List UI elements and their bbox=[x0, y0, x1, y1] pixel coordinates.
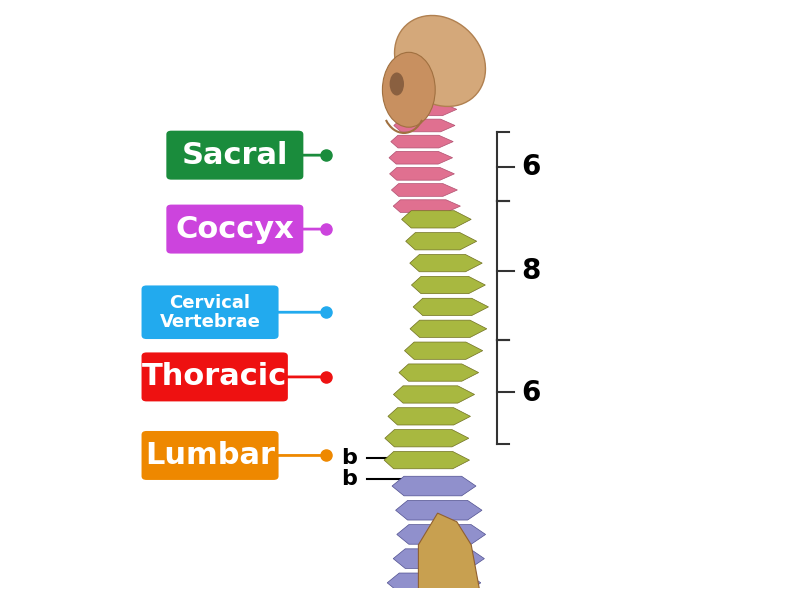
Polygon shape bbox=[402, 211, 471, 228]
Polygon shape bbox=[399, 364, 478, 381]
Polygon shape bbox=[394, 386, 474, 403]
Polygon shape bbox=[397, 524, 486, 544]
Polygon shape bbox=[391, 184, 458, 196]
Polygon shape bbox=[389, 151, 453, 164]
Text: Cervical
Vertebrae: Cervical Vertebrae bbox=[160, 293, 261, 331]
Text: 6: 6 bbox=[522, 153, 541, 181]
Ellipse shape bbox=[394, 16, 486, 106]
Polygon shape bbox=[394, 119, 455, 132]
Text: Lumbar: Lumbar bbox=[145, 441, 275, 470]
Polygon shape bbox=[387, 573, 481, 593]
Polygon shape bbox=[385, 430, 469, 447]
Text: b: b bbox=[342, 469, 358, 490]
Text: Coccyx: Coccyx bbox=[175, 215, 294, 244]
Polygon shape bbox=[410, 254, 482, 272]
Polygon shape bbox=[391, 135, 453, 148]
Polygon shape bbox=[405, 342, 482, 359]
Polygon shape bbox=[410, 320, 486, 337]
FancyBboxPatch shape bbox=[142, 286, 278, 339]
Text: 8: 8 bbox=[522, 257, 541, 284]
Polygon shape bbox=[406, 233, 477, 250]
Polygon shape bbox=[430, 598, 466, 600]
Text: 6: 6 bbox=[522, 379, 541, 407]
Polygon shape bbox=[394, 200, 461, 212]
FancyBboxPatch shape bbox=[166, 131, 303, 179]
Polygon shape bbox=[397, 103, 457, 116]
FancyBboxPatch shape bbox=[142, 352, 288, 401]
Polygon shape bbox=[418, 513, 481, 596]
Polygon shape bbox=[388, 408, 470, 425]
Polygon shape bbox=[384, 451, 470, 469]
FancyBboxPatch shape bbox=[166, 205, 303, 254]
Text: b: b bbox=[342, 448, 358, 468]
Polygon shape bbox=[413, 298, 489, 316]
Ellipse shape bbox=[382, 52, 435, 127]
Ellipse shape bbox=[390, 73, 404, 95]
Polygon shape bbox=[411, 277, 486, 293]
Polygon shape bbox=[394, 549, 485, 568]
Text: Sacral: Sacral bbox=[182, 140, 288, 170]
Polygon shape bbox=[396, 500, 482, 520]
Text: Thoracic: Thoracic bbox=[142, 362, 287, 391]
Polygon shape bbox=[390, 167, 454, 180]
FancyBboxPatch shape bbox=[142, 431, 278, 480]
Polygon shape bbox=[392, 476, 476, 496]
